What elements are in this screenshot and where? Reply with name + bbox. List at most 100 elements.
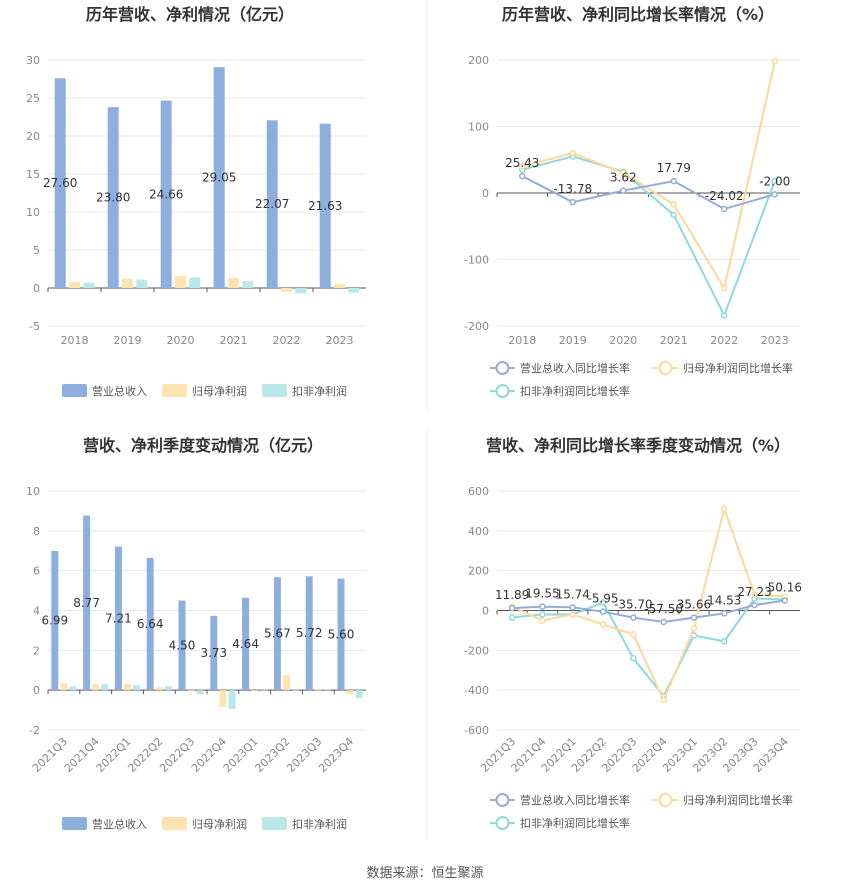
bar-revenue (337, 578, 345, 691)
bar-net-profit (155, 687, 163, 691)
data-point (620, 187, 627, 194)
x-tick-label: 2019 (114, 334, 142, 347)
data-label: 5.72 (296, 626, 323, 640)
data-point (630, 614, 637, 621)
data-point (721, 205, 728, 213)
legend-label: 归母净利润 (192, 817, 247, 831)
legend-label: 营业总收入 (92, 817, 147, 831)
data-label: 24.66 (149, 187, 183, 201)
y-tick-label: 0 (33, 684, 40, 697)
data-point (721, 284, 728, 292)
y-tick-label: -600 (464, 724, 489, 737)
bar-net-profit (228, 278, 239, 288)
legend-label: 扣非净利润 (292, 384, 347, 398)
data-label: 17.79 (657, 161, 691, 175)
y-tick-label: 4 (33, 605, 40, 618)
legend-label: 归母净利润同比增长率 (683, 361, 793, 375)
data-label: -35.70 (614, 598, 653, 612)
data-label: 6.99 (41, 614, 68, 628)
data-point (721, 610, 728, 617)
bar-net-profit (314, 689, 322, 691)
bar-revenue (114, 546, 122, 691)
data-point (771, 177, 778, 185)
data-point (569, 149, 576, 157)
data-point (539, 603, 546, 610)
data-label: 35.66 (677, 598, 711, 612)
legend-label: 扣非净利润同比增长率 (520, 384, 630, 398)
y-tick-label: 400 (468, 525, 489, 538)
data-point (539, 617, 546, 624)
y-tick-label: 600 (468, 485, 489, 498)
data-point (569, 611, 576, 618)
legend-swatch (62, 817, 87, 830)
bar-revenue (178, 600, 186, 691)
x-tick-label: 2023 (326, 334, 354, 347)
data-point (670, 201, 677, 208)
legend-label: 营业总收入 (92, 384, 147, 398)
series-line-net-profit-growth (521, 61, 776, 291)
x-tick-label: 2021 (220, 334, 248, 347)
bar-net-profit (251, 690, 259, 692)
bar-deducted-profit (83, 282, 95, 288)
y-tick-label: 8 (33, 525, 40, 538)
data-label: -2.00 (759, 174, 790, 188)
legend-label: 扣非净利润 (292, 817, 347, 831)
data-label: 14.53 (707, 593, 741, 607)
y-tick-label: -200 (464, 320, 489, 333)
data-point (599, 599, 607, 606)
y-tick-label: 15 (26, 168, 40, 181)
legend-label: 扣非净利润同比增长率 (520, 816, 630, 830)
data-label: 25.43 (505, 156, 539, 170)
data-label: 23.80 (96, 191, 130, 205)
bar-revenue (51, 550, 59, 691)
data-point (751, 601, 758, 609)
data-point (519, 172, 526, 180)
y-tick-label: 0 (482, 187, 489, 200)
data-point (660, 618, 667, 626)
bar-net-profit (92, 684, 100, 691)
legend-marker (495, 384, 510, 398)
data-point (721, 312, 728, 319)
x-tick-label: 2020 (609, 334, 637, 347)
data-label: -13.78 (553, 182, 592, 196)
bar-deducted-profit (323, 689, 331, 691)
bar-deducted-profit (228, 690, 236, 710)
legend-swatch (162, 384, 187, 397)
data-point (569, 198, 576, 206)
data-label: 5.60 (328, 627, 355, 641)
x-tick-label: 2021 (660, 334, 688, 347)
x-tick-label: 2022 (710, 334, 738, 347)
x-tick-label: 2023 (761, 334, 789, 347)
bar-deducted-profit (292, 690, 300, 692)
data-label: -24.02 (705, 189, 744, 203)
data-point (599, 621, 607, 628)
y-tick-label: 2 (33, 644, 40, 657)
data-label: 8.77 (73, 596, 100, 610)
data-label: 7.21 (105, 611, 132, 625)
data-label: 50.16 (768, 581, 802, 595)
legend-swatch (162, 817, 187, 830)
series-line-revenue-growth (521, 175, 776, 211)
y-tick-label: -200 (464, 644, 489, 657)
y-tick-label: 10 (26, 206, 40, 219)
legend-marker (495, 816, 510, 830)
y-tick-label: 20 (26, 130, 40, 143)
chart-title: 历年营收、净利情况（亿元） (86, 5, 294, 24)
x-tick-label: 2018 (61, 334, 89, 347)
bar-revenue (273, 577, 281, 691)
data-label: 29.05 (202, 171, 236, 185)
bar-deducted-profit (133, 685, 141, 691)
bar-net-profit (281, 288, 292, 292)
y-tick-label: 0 (33, 282, 40, 295)
series-line-deducted-profit-growth (521, 155, 776, 318)
bar-revenue (242, 597, 250, 691)
data-label: 19.55 (525, 587, 559, 601)
data-point (721, 505, 728, 513)
bar-revenue (305, 576, 313, 691)
y-tick-label: -400 (464, 684, 489, 697)
data-source-footer: 数据来源：恒生聚源 (366, 866, 484, 881)
data-point (690, 625, 698, 632)
data-point (660, 696, 667, 704)
legend-marker (658, 793, 673, 807)
